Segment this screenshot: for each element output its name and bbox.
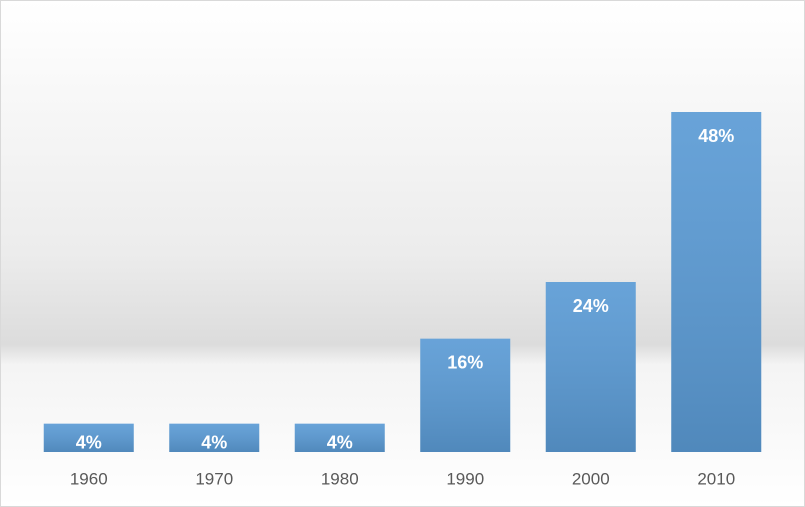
data-label: 24%	[573, 296, 609, 316]
plot-area: 1960 4% 1970 4% 1980 4% 1990 16% 2000 24% 2010 48%	[43, 112, 762, 488]
x-tick-label: 2010	[697, 469, 735, 488]
x-tick-label: 1970	[195, 469, 233, 488]
x-tick-label: 1960	[70, 469, 108, 488]
bar-shade	[294, 423, 385, 452]
data-label: 16%	[447, 352, 483, 372]
x-tick-label: 2000	[572, 469, 610, 488]
data-label: 4%	[76, 433, 102, 453]
bar-shade	[169, 423, 260, 452]
bar-shade	[545, 282, 636, 452]
bar-shade	[420, 338, 511, 452]
data-label: 4%	[201, 433, 227, 453]
bar-shade	[43, 423, 134, 452]
bar-shade	[671, 112, 762, 452]
x-tick-label: 1980	[321, 469, 359, 488]
x-tick-label: 1990	[446, 469, 484, 488]
data-label: 4%	[327, 433, 353, 453]
data-label: 48%	[698, 126, 734, 146]
